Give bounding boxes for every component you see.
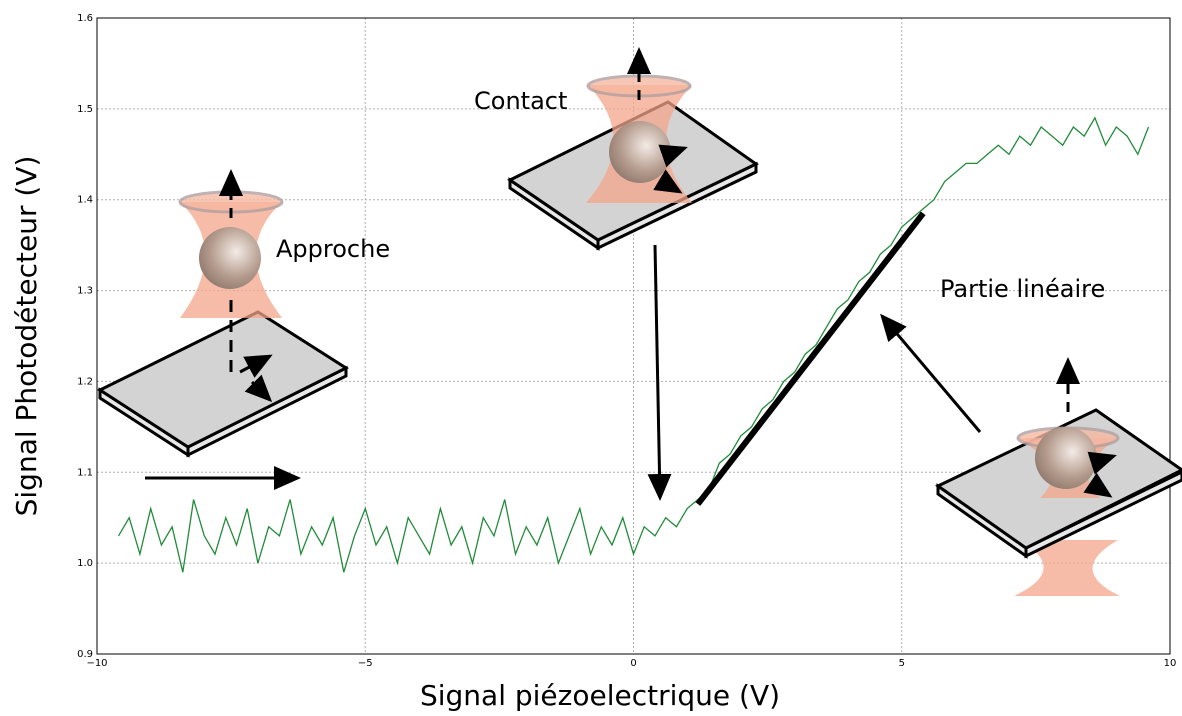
y-axis-label: Signal Photodétecteur (V) xyxy=(10,156,43,517)
illustration-linear xyxy=(880,313,1182,596)
y-tick-label: 1.5 xyxy=(77,104,93,115)
annotation: Approche xyxy=(276,235,390,263)
annotation: Partie linéaire xyxy=(940,275,1105,303)
x-tick-label: −5 xyxy=(358,658,373,669)
fit-line xyxy=(695,211,926,506)
x-tick-label: −10 xyxy=(86,658,107,669)
y-tick-label: 1.2 xyxy=(77,376,93,387)
x-tick-label: 0 xyxy=(630,658,636,669)
plot-frame xyxy=(96,17,1171,655)
y-tick-label: 0.9 xyxy=(77,649,93,660)
illustration-approach xyxy=(96,169,350,490)
annotation: Contact xyxy=(474,87,567,115)
y-tick-label: 1.1 xyxy=(77,467,93,478)
y-tick-label: 1.6 xyxy=(77,13,93,24)
data-line xyxy=(117,116,1150,573)
y-tick-label: 1.0 xyxy=(77,558,93,569)
x-axis-label: Signal piézoelectrique (V) xyxy=(420,679,780,712)
y-tick-label: 1.3 xyxy=(77,286,93,297)
y-tick-label: 1.4 xyxy=(77,195,93,206)
x-tick-label: 5 xyxy=(899,658,905,669)
x-tick-label: 10 xyxy=(1164,658,1177,669)
illustration-contact xyxy=(507,47,759,501)
